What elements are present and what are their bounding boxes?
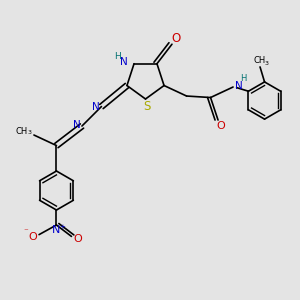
Text: H: H: [240, 74, 247, 83]
Text: N: N: [92, 101, 100, 112]
Text: +: +: [59, 224, 65, 230]
Text: CH: CH: [253, 56, 266, 65]
Text: N: N: [235, 80, 243, 91]
Text: 3: 3: [28, 130, 31, 135]
Text: ⁻: ⁻: [23, 228, 28, 237]
Text: H: H: [114, 52, 121, 61]
Text: O: O: [28, 232, 37, 242]
Text: CH: CH: [15, 127, 28, 136]
Text: 3: 3: [264, 61, 268, 66]
Text: N: N: [52, 225, 61, 236]
Text: N: N: [120, 57, 128, 67]
Text: O: O: [216, 121, 225, 131]
Text: O: O: [74, 234, 82, 244]
Text: S: S: [143, 100, 151, 113]
Text: N: N: [73, 119, 80, 130]
Text: O: O: [172, 32, 181, 45]
